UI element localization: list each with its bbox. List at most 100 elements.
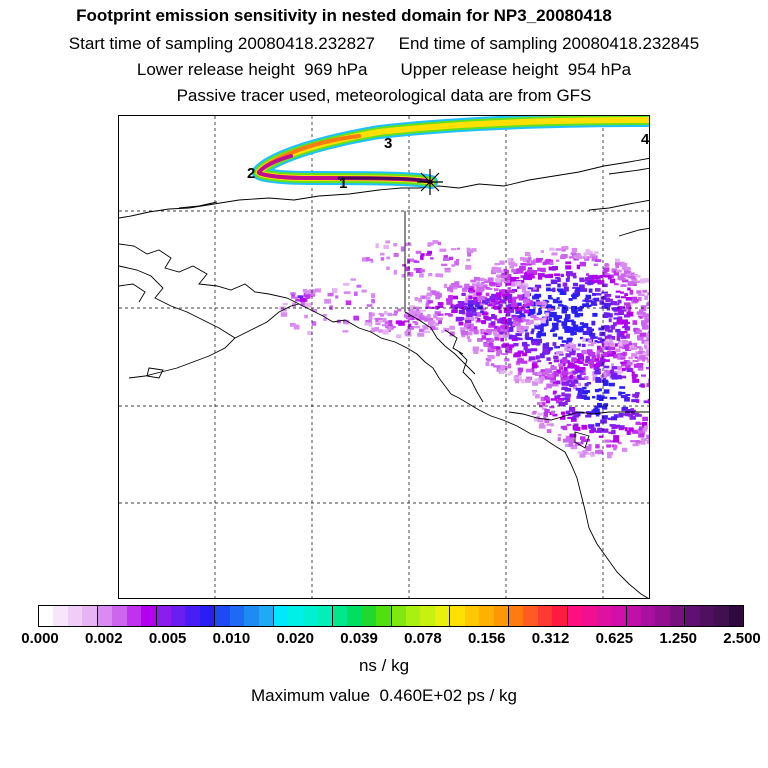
sensitivity-cell [602,275,609,278]
sensitivity-cell [488,355,495,360]
sensitivity-cell [490,363,495,367]
sensitivity-cell [481,300,487,304]
sensitivity-cell [535,323,539,326]
sensitivity-cell [587,349,593,354]
sensitivity-cell [607,350,613,354]
sensitivity-cell [496,296,501,301]
sensitivity-cell [562,384,567,388]
sensitivity-cell [603,351,608,356]
sensitivity-cell [644,344,648,349]
sensitivity-cell [470,313,477,316]
sensitivity-cell [561,392,565,397]
sensitivity-cell [522,319,530,322]
sensitivity-cell [327,292,334,297]
sensitivity-cell [474,276,480,281]
sensitivity-cell [293,324,300,330]
sensitivity-cell [617,316,623,322]
sensitivity-cell [625,342,633,348]
sensitivity-cell [561,386,568,391]
sensitivity-cell [585,411,590,414]
sensitivity-cell [519,315,524,319]
sensitivity-cell [577,451,584,454]
sensitivity-cell [503,318,511,321]
colorbar-swatch [244,606,259,626]
sensitivity-cell [590,451,595,456]
sensitivity-cell [571,381,576,387]
sensitivity-cell [588,279,595,282]
sensitivity-cell [556,259,560,262]
sensitivity-cell [540,317,546,322]
sensitivity-cell [523,272,530,277]
colorbar-tick-label: 1.250 [659,630,697,647]
sensitivity-cell [299,298,307,302]
colorbar-swatch [493,606,508,626]
sensitivity-cell [583,252,587,257]
sensitivity-cell [538,310,543,314]
sensitivity-cell [497,327,501,332]
sensitivity-cell [615,328,621,333]
sensitivity-cell [468,295,473,299]
sensitivity-cell [443,283,448,288]
sensitivity-cell [386,256,391,260]
sensitivity-cell [589,281,595,284]
sensitivity-cell [494,318,499,321]
sensitivity-cell [381,317,387,322]
sensitivity-cell [613,270,619,276]
sensitivity-cell [508,261,515,266]
sensitivity-cell [641,315,648,318]
sensitivity-cell [512,323,518,327]
sensitivity-cell [582,450,587,454]
sensitivity-cell [405,266,410,272]
release-height-line: Lower release height 969 hPa Upper relea… [136,60,632,79]
sensitivity-cell [528,300,533,303]
sensitivity-cell [569,351,576,356]
sensitivity-cell [579,278,585,283]
sensitivity-cell [473,297,478,300]
sensitivity-cell [393,253,399,257]
sensitivity-cell [567,328,573,333]
sensitivity-cell [593,297,600,302]
sensitivity-cell [552,324,559,330]
sensitivity-cell [371,327,377,332]
sensitivity-cell [589,429,594,434]
sensitivity-cell [507,321,514,326]
sensitivity-cell [586,382,591,385]
trajectory-label-1: 1 [339,175,347,192]
sensitivity-cell [621,375,627,379]
sensitivity-cell [525,332,530,338]
sensitivity-cell [528,356,536,361]
sensitivity-cell [636,363,644,368]
sensitivity-cell [521,379,525,384]
sensitivity-cell [525,368,532,373]
sensitivity-cell [465,319,472,324]
sensitivity-cell [577,312,584,317]
sensitivity-cell [619,355,625,358]
sensitivity-cell [613,354,618,359]
sensitivity-cell [642,422,648,427]
sensitivity-cell [368,315,373,321]
sensitivity-cell [458,310,465,314]
sensitivity-cell [464,283,470,288]
sensitivity-cell [632,378,640,383]
sensitivity-cell [487,304,492,307]
sensitivity-cell [574,367,582,371]
sensitivity-cell [468,306,475,309]
sensitivity-cell [526,337,533,341]
sensitivity-cell [622,406,629,410]
sensitivity-cell [632,443,639,447]
sensitivity-cell [407,258,410,264]
sensitivity-cell [635,329,642,333]
sensitivity-cell [548,362,552,365]
sensitivity-cell [572,275,577,279]
sensitivity-cell [573,379,579,384]
sensitivity-cell [403,320,409,323]
sensitivity-cell [620,291,624,294]
sensitivity-cell [567,379,573,383]
sensitivity-cell [575,288,580,292]
sensitivity-cell [588,426,595,430]
sensitivity-cell [427,314,431,319]
sensitivity-cell [511,288,518,292]
sensitivity-cell [615,375,622,380]
sensitivity-cell [509,258,514,262]
sensitivity-cell [560,273,564,277]
